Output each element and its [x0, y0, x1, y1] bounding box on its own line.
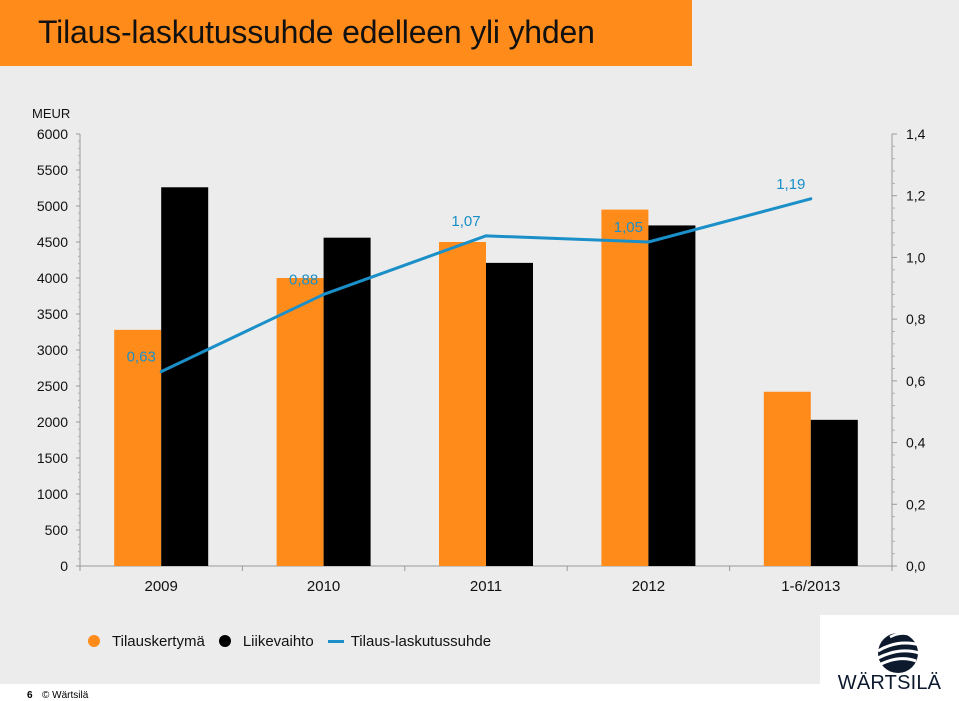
x-tick-label: 2010 [307, 578, 340, 595]
legend-label: Liikevaihto [242, 632, 314, 650]
y-left-tick-label: 500 [45, 522, 69, 538]
ratio-point [159, 370, 163, 374]
logo-wordmark: WÄRTSILÄ [837, 672, 942, 694]
y-right-tick-label: 0,8 [906, 311, 926, 327]
blue-line-icon [327, 639, 344, 643]
footer-bar [0, 684, 820, 701]
ratio-point [809, 197, 813, 201]
y-left-tick-label: 3000 [37, 342, 68, 358]
y-left-tick-label: 6000 [37, 126, 68, 142]
y-right-tick-label: 0,6 [906, 373, 926, 389]
bar-sales [648, 225, 696, 566]
bar-sales [161, 187, 209, 566]
y-right-tick-label: 1,2 [906, 188, 926, 204]
ratio-point [322, 292, 326, 296]
y-left-tick-label: 3500 [37, 306, 68, 322]
legend-item-orders: Tilauskertymä [88, 633, 205, 650]
legend-item-ratio: Tilaus-laskutussuhde [327, 632, 492, 650]
bar-sales [486, 262, 533, 566]
bar-orders [439, 242, 486, 566]
logo-emblem-icon [877, 632, 921, 673]
x-tick-label: 2012 [632, 578, 665, 595]
y-left-tick-label: 0 [60, 558, 68, 574]
legend: Tilauskertymä Liikevaihto Tilaus-laskutu… [88, 630, 505, 652]
y-unit-label: MEUR [32, 106, 70, 121]
bar-orders [276, 278, 324, 566]
page-number: 6 [27, 690, 33, 701]
bar-orders [114, 329, 162, 566]
bars [114, 187, 858, 566]
ratio-data-label: 1,19 [776, 176, 805, 193]
data-labels: 0,63 0,88 1,07 1,05 1,19 [127, 176, 806, 366]
x-tick-label: 1-6/2013 [781, 578, 840, 595]
y-right-tick-label: 0,2 [906, 496, 926, 512]
ratio-data-label: 1,07 [451, 213, 480, 230]
legend-label: Tilauskertymä [112, 632, 205, 650]
ratio-data-label: 0,63 [127, 349, 156, 366]
slide-title: Tilaus-laskutussuhde edelleen yli yhden [38, 14, 595, 50]
bar-orders [601, 209, 649, 566]
y-left-tick-label: 4000 [37, 270, 68, 286]
x-tick-label: 2009 [145, 578, 178, 595]
y-left-tick-label: 4500 [37, 234, 68, 250]
y-right-tick-label: 1,4 [906, 126, 926, 142]
ratio-data-label: 0,88 [289, 271, 318, 288]
ratio-point [484, 234, 488, 238]
y-left-tick-label: 2500 [37, 378, 68, 394]
y-left-tick-label: 5500 [37, 162, 68, 178]
y-left-tick-label: 1500 [37, 450, 68, 466]
wartsila-logo: WÄRTSILÄ [820, 615, 959, 701]
title-bar: Tilaus-laskutussuhde edelleen yli yhden [0, 0, 692, 66]
bar-orders [763, 391, 811, 566]
x-tick-label: 2011 [470, 578, 502, 595]
orange-dot-icon [88, 635, 100, 647]
legend-label: Tilaus-laskutussuhde [350, 632, 492, 650]
y-left-tick-label: 2000 [37, 414, 68, 430]
y-left-tick-label: 1000 [37, 486, 68, 502]
y-right-tick-label: 0,4 [906, 435, 926, 451]
y-left-tick-label: 5000 [37, 198, 68, 214]
bar-sales [810, 419, 858, 566]
copyright: © Wärtsilä [42, 690, 89, 701]
black-dot-icon [218, 635, 231, 647]
y-right-tick-label: 0,0 [906, 558, 926, 574]
ratio-data-label: 1,05 [614, 219, 643, 236]
ratio-line [159, 197, 813, 374]
ratio-point [646, 240, 650, 244]
legend-item-sales: Liikevaihto [218, 632, 314, 650]
y-right-tick-label: 1,0 [906, 249, 926, 265]
